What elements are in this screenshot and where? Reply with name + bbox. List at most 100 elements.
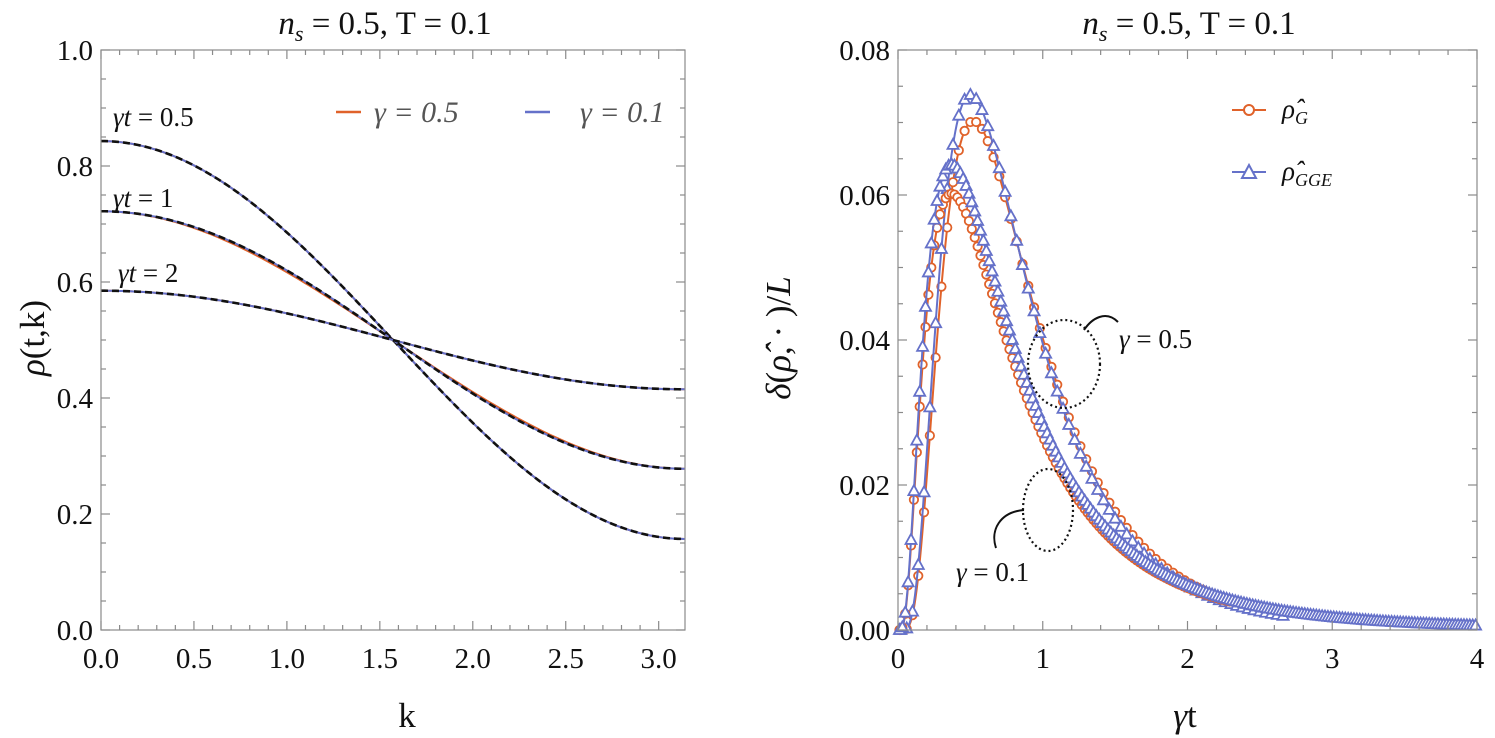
left-y-tick-label: 0.4 [57,383,94,415]
series-rho-g-gamma-0.1-point [920,321,931,333]
left-chart-title: ns = 0.5, T = 0.1 [278,6,491,46]
series-rho-gge-gamma-0.1-point [918,299,933,312]
series-rho-gge-gamma-0.5-point [1009,232,1024,246]
right-x-tick-label: 0 [891,643,906,675]
series-rho-gge-gamma-0.5-point [969,91,984,104]
curve-reference-dashed [100,289,686,391]
series-rho-gge-gamma-0.5-point [1067,432,1082,445]
series-rho-gge-gamma-0.5-point [911,557,926,570]
left-x-tick-label: 3.0 [641,643,677,675]
left-axes: 0.0 0.5 1.0 1.5 2.0 2.5 3.0 0.0 0.2 0.4 0.6 0.8 1.0 [57,35,685,675]
series-rho-gge-gamma-0.1-point [999,313,1014,327]
left-y-tick-label: 0.8 [57,151,93,183]
series-rho-gge-gamma-0.5-point [1021,280,1036,294]
series-rho-g-gamma-0.1-point [966,223,977,235]
series-rho-gge-gamma-0.1-point [973,222,988,236]
curve-label-gt-0.5: γt = 0.5 [113,102,194,132]
right-y-tick-label: 0.00 [839,615,890,647]
series-rho-gge-gamma-0.5-point [1015,257,1030,270]
right-y-tick-label: 0.04 [839,325,890,357]
right-plot-area [892,87,1483,636]
right-x-tick-label: 2 [1180,643,1195,675]
series-rho-g-gamma-0.5-point [959,125,970,136]
annotation-ellipse-gamma-0.1 [1021,467,1075,553]
series-rho-gge-gamma-0.1-point [924,235,939,249]
curve-label-gt-2: γt = 2 [118,258,178,288]
series-rho-gge-gamma-0.1-point [906,483,921,496]
series-rho-gge-gamma-0.1-point [990,283,1005,297]
right-chart: ns = 0.5, T = 0.1 0 1 2 3 40.000.020.040.060… [759,6,1485,735]
series-rho-gge-gamma-0.1-point [932,178,948,192]
curve-label-gt-1: γt = 1 [113,183,173,213]
series-rho-gge-gamma-0.5-point [1003,208,1018,222]
series-rho-gge-gamma-0.5-point [1073,446,1088,459]
series-rho-gge-gamma-0.1-point [967,203,982,217]
series-rho-gge-gamma-0.1-point [979,243,994,256]
annotation-leader-gamma-0.5 [1083,315,1119,331]
right-y-tick-label: 0.02 [839,470,890,502]
series-rho-gge-gamma-0.5-point [1125,533,1140,547]
series-rho-gge-gamma-0.1-point [985,263,1000,277]
series-rho-gge-gamma-0.5-point [934,241,949,254]
left-plot-area [100,139,686,541]
right-x-tick-label: 4 [1470,643,1485,675]
series-rho-gge-gamma-0.1-point [927,211,942,225]
right-x-axis-label: γt [1173,696,1197,735]
series-rho-gge-gamma-0.1 [892,156,1483,635]
series-rho-gge-gamma-0.1-point [921,264,936,278]
series-rho-g-gamma-0.5-point [971,116,982,128]
series-rho-gge-gamma-0.1-point [996,303,1011,317]
right-chart-title: ns = 0.5, T = 0.1 [1082,6,1295,46]
legend-marker-triangle [1240,162,1258,179]
series-rho-g-gamma-0.5-point [918,507,930,518]
series-rho-gge-gamma-0.5-point [1044,365,1059,379]
series-rho-gge-gamma-0.5-point [1038,345,1053,359]
series-rho-gge-gamma-0.1-point [909,432,924,446]
left-y-tick-label: 0.6 [57,267,93,299]
left-y-tick-label: 0.2 [57,499,93,531]
series-rho-gge-gamma-0.1-point [895,619,910,633]
series-rho-gge-gamma-0.5-point [1090,482,1105,495]
right-x-tick-label: 3 [1325,643,1340,675]
series-rho-gge-gamma-0.5-point [998,184,1013,197]
series-rho-gge-gamma-0.5-point [1119,526,1134,540]
right-y-tick-label: 0.06 [839,180,890,212]
left-y-tick-label: 1.0 [57,35,93,67]
series-rho-gge-gamma-0.1-point [898,604,913,618]
left-x-tick-label: 1.0 [269,643,305,675]
series-rho-gge-gamma-0.1-point [993,293,1008,307]
series-rho-gge-gamma-0.1-point [970,213,985,226]
series-rho-gge-gamma-0.5-point [1079,458,1094,472]
left-x-axis-label: k [398,696,416,735]
legend-marker-circle [1243,104,1255,116]
legend-label-rho-g: ρ̂G [1281,94,1308,128]
right-y-axis-label: δ(ρ̂, · )/L [759,276,798,400]
right-y-tick-label: 0.08 [839,35,890,67]
series-rho-gge-gamma-0.5-point [986,138,1001,151]
series-rho-gge-gamma-0.5-point [928,315,943,329]
left-y-axis-label: ρ(t,k) [13,300,52,377]
left-y-tick-label: 0.0 [57,615,93,647]
legend-label-gamma-0.5: γ = 0.5 [374,96,459,129]
series-rho-gge-gamma-0.5-point [1096,492,1111,506]
annotation-ellipse-gamma-0.5 [1026,318,1102,410]
series-rho-gge-gamma-0.1-point [987,273,1003,287]
series-rho-gge-gamma-0.5-point [1050,383,1065,397]
series-rho-gge-gamma-0.5-point [922,399,937,413]
series-rho-gge-gamma-0.5-point [951,107,966,121]
series-rho-gge-gamma-0.1-point [912,383,927,397]
right-axes: 0 1 2 3 4 0.00 0.02 0.04 0.06 0.08 [839,35,1485,675]
series-rho-gge-gamma-0.5-point [1113,518,1128,532]
series-rho-gge-gamma-0.5-point [1102,501,1117,515]
annotation-label-gamma-0.5: γ = 0.5 [1119,324,1192,354]
left-x-tick-label: 0.5 [176,643,212,675]
series-rho-gge-gamma-0.1-point [976,232,991,246]
series-rho-gge-gamma-0.1-point [904,532,919,545]
series-rho-gge-gamma-0.5-point [945,137,961,150]
series-rho-gge-gamma-0.5-point [1084,470,1099,484]
series-rho-gge-gamma-0.1-point [915,338,930,352]
left-legend: γ = 0.5 γ = 0.1 [336,96,665,129]
left-x-tick-label: 0.0 [83,643,119,675]
series-rho-g-gamma-0.5-point [947,177,959,188]
